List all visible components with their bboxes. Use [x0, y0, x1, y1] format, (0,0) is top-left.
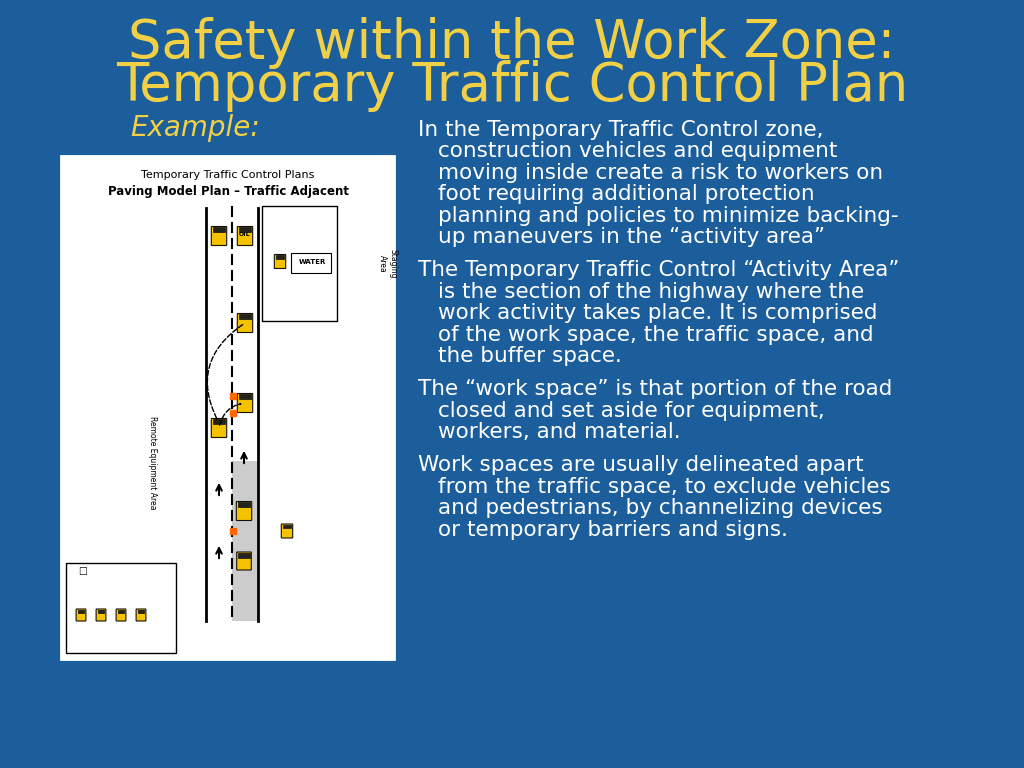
Text: Temporary Traffic Control Plans: Temporary Traffic Control Plans [141, 170, 314, 180]
Text: Staging
Area: Staging Area [378, 249, 397, 278]
Text: up maneuvers in the “activity area”: up maneuvers in the “activity area” [438, 227, 825, 247]
Bar [118, 610, 124, 613]
FancyBboxPatch shape [211, 419, 226, 438]
FancyBboxPatch shape [96, 609, 105, 621]
Bar [239, 227, 251, 233]
FancyBboxPatch shape [116, 609, 126, 621]
Text: from the traffic space, to exclude vehicles: from the traffic space, to exclude vehic… [438, 477, 891, 497]
Bar [262, 206, 337, 321]
Bar [97, 610, 104, 613]
Bar [239, 314, 251, 319]
Text: The “work space” is that portion of the road: The “work space” is that portion of the … [418, 379, 892, 399]
Text: the buffer space.: the buffer space. [438, 346, 622, 366]
FancyBboxPatch shape [274, 254, 286, 269]
Text: moving inside create a risk to workers on: moving inside create a risk to workers o… [438, 163, 883, 183]
Text: Paving Model Plan – Traffic Adjacent: Paving Model Plan – Traffic Adjacent [108, 184, 348, 197]
Text: workers, and material.: workers, and material. [438, 422, 681, 442]
FancyBboxPatch shape [282, 524, 293, 538]
Bar [213, 419, 225, 425]
Text: Example:: Example: [130, 114, 260, 142]
FancyBboxPatch shape [237, 502, 252, 521]
Bar [238, 502, 250, 508]
FancyArrowPatch shape [219, 404, 241, 425]
Bar [78, 610, 84, 613]
Text: Remote Equipment Area: Remote Equipment Area [148, 416, 158, 510]
Bar [58, 153, 398, 663]
FancyBboxPatch shape [238, 313, 253, 333]
Text: of the work space, the traffic space, and: of the work space, the traffic space, an… [438, 325, 873, 345]
Text: is the section of the highway where the: is the section of the highway where the [438, 282, 864, 302]
Bar [275, 255, 285, 259]
FancyBboxPatch shape [238, 393, 253, 412]
Text: foot requiring additional protection: foot requiring additional protection [438, 184, 815, 204]
Text: Work spaces are usually delineated apart: Work spaces are usually delineated apart [418, 455, 863, 475]
Text: planning and policies to minimize backing-: planning and policies to minimize backin… [438, 206, 898, 226]
Text: WATER: WATER [298, 260, 326, 266]
Bar [137, 610, 144, 613]
Text: ☐: ☐ [78, 567, 87, 577]
Text: and pedestrians, by channelizing devices: and pedestrians, by channelizing devices [438, 498, 883, 518]
Text: closed and set aside for equipment,: closed and set aside for equipment, [438, 401, 824, 421]
FancyArrowPatch shape [207, 325, 243, 419]
FancyBboxPatch shape [291, 253, 331, 273]
Text: Safety within the Work Zone:: Safety within the Work Zone: [128, 17, 896, 69]
Text: The Temporary Traffic Control “Activity Area”: The Temporary Traffic Control “Activity … [418, 260, 899, 280]
FancyBboxPatch shape [136, 609, 145, 621]
Text: OIL: OIL [240, 233, 251, 237]
Bar [239, 552, 250, 558]
Text: In the Temporary Traffic Control zone,: In the Temporary Traffic Control zone, [418, 120, 823, 140]
Bar [232, 461, 258, 621]
Text: work activity takes place. It is comprised: work activity takes place. It is compris… [438, 303, 878, 323]
FancyBboxPatch shape [238, 227, 253, 246]
Bar [213, 227, 225, 233]
Text: or temporary barriers and signs.: or temporary barriers and signs. [438, 520, 788, 540]
Text: construction vehicles and equipment: construction vehicles and equipment [438, 141, 838, 161]
Text: Temporary Traffic Control Plan: Temporary Traffic Control Plan [116, 60, 908, 112]
FancyBboxPatch shape [76, 609, 86, 621]
FancyBboxPatch shape [237, 552, 251, 570]
Bar [239, 394, 251, 399]
Bar [66, 563, 176, 653]
FancyBboxPatch shape [211, 227, 226, 246]
Bar [283, 525, 291, 528]
